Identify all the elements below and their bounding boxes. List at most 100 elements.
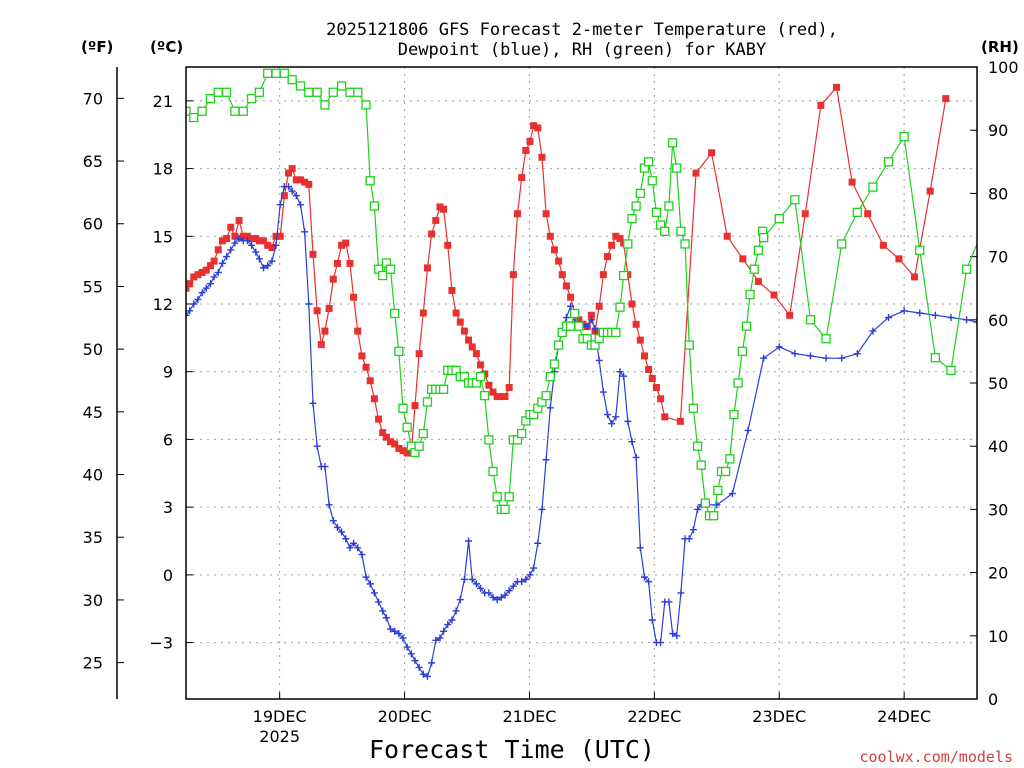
rh-point: [635, 188, 645, 199]
temperature-point: [542, 210, 550, 218]
dewpoint-point: [501, 591, 509, 599]
temperature-point: [202, 266, 210, 274]
temperature-point: [423, 264, 431, 272]
temperature-point: [801, 210, 809, 218]
dewpoint-point: [713, 501, 721, 509]
temperature-point: [645, 365, 653, 373]
rh-point: [631, 201, 641, 211]
dewpoint-point: [963, 316, 971, 324]
rh-tick-label: 30: [988, 500, 1008, 519]
rh-point: [213, 87, 223, 97]
temperature-point: [895, 255, 903, 263]
dewpoint-point: [885, 314, 893, 322]
temperature-point: [505, 384, 513, 392]
temperature-point: [190, 273, 198, 281]
rh-point: [328, 87, 338, 97]
temperature-point: [558, 271, 566, 279]
dewpoint-point: [522, 575, 530, 583]
dewpoint-point: [338, 528, 346, 536]
rh-point: [684, 340, 694, 350]
rh-point: [611, 327, 621, 338]
dewpoint-point: [186, 307, 194, 315]
temperature-point: [358, 352, 366, 360]
temperature-point: [661, 413, 669, 421]
celsius-tick-label: 12: [153, 295, 173, 314]
temperature-point: [280, 192, 288, 200]
dewpoint-point: [186, 311, 190, 319]
dewpoint-point: [694, 505, 702, 513]
rh-point: [492, 492, 502, 502]
temperature-point: [485, 381, 493, 389]
temperature-point: [676, 417, 684, 425]
rh-point: [365, 176, 375, 186]
temperature-point: [198, 268, 206, 276]
dewpoint-point: [411, 657, 419, 665]
rh-point: [238, 106, 248, 116]
temperature-point: [599, 271, 607, 279]
dewpoint-point: [260, 264, 268, 272]
dewpoint-point: [505, 587, 513, 595]
dewpoint-point: [806, 352, 814, 360]
fahrenheit-tick-label: 70: [83, 89, 103, 108]
temperature-point: [255, 237, 263, 245]
rh-point: [852, 207, 862, 218]
dewpoint-point: [235, 235, 243, 243]
dewpoint-point: [612, 413, 620, 421]
temperature-point: [632, 320, 640, 328]
temperature-point: [338, 241, 346, 249]
temperature-point: [285, 169, 293, 177]
dewpoint-point: [218, 259, 226, 267]
rh-tick-label: 20: [988, 564, 1008, 583]
rh-point: [230, 106, 240, 116]
dewpoint-point: [428, 659, 436, 667]
dewpoint-point: [673, 632, 681, 640]
rh-point: [304, 87, 314, 97]
temperature-point: [223, 235, 231, 243]
dewpoint-point: [616, 368, 624, 376]
temperature-point: [415, 350, 423, 358]
temperature-point: [567, 293, 575, 301]
dewpoint-point: [448, 616, 456, 624]
dewpoint-point: [305, 300, 313, 308]
dewpoint-point: [608, 420, 616, 428]
date-tick-label: 20DEC: [378, 707, 432, 726]
dewpoint-point: [210, 273, 218, 281]
x-axis-title: Forecast Time (UTC): [369, 735, 655, 764]
temperature-point: [628, 300, 636, 308]
dewpoint-point: [973, 318, 977, 326]
rh-point: [197, 106, 207, 116]
dewpoint-point: [452, 607, 460, 615]
rh-point: [676, 226, 686, 236]
rh-point: [414, 441, 424, 451]
rh-point: [737, 346, 747, 357]
temperature-point: [460, 327, 468, 335]
temperature-point: [477, 361, 485, 369]
rh-point: [488, 466, 498, 477]
temperature-point: [309, 250, 317, 258]
rh-point: [774, 214, 784, 224]
rh-point: [729, 409, 739, 420]
rh-point: [369, 201, 380, 211]
temperature-point: [739, 255, 747, 263]
rh-point: [790, 195, 800, 205]
dewpoint-point: [465, 537, 473, 545]
series-line-dewpoint: [186, 186, 977, 678]
series-rh: [186, 68, 977, 521]
temperature-point: [942, 95, 950, 103]
temperature-point: [555, 257, 563, 265]
temperature-point: [640, 352, 648, 360]
fahrenheit-tick-label: 55: [83, 277, 103, 296]
temperature-point: [432, 216, 440, 224]
rh-point: [946, 365, 956, 376]
dewpoint-point: [744, 426, 752, 434]
temperature-point: [252, 235, 260, 243]
temperature-point: [595, 302, 603, 310]
dewpoint-point: [497, 593, 505, 601]
rh-point: [186, 106, 191, 116]
rh-point: [725, 454, 735, 464]
dewpoint-point: [391, 627, 399, 635]
dewpoint-point: [665, 598, 673, 606]
temperature-point: [399, 447, 407, 455]
rh-point: [961, 264, 972, 274]
rh-point: [696, 460, 706, 470]
